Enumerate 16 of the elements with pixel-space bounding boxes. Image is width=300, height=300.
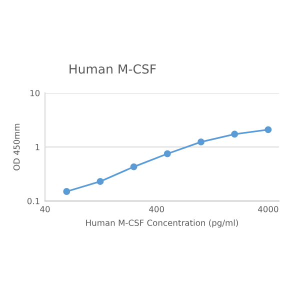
y-tick-label: 10 (30, 90, 40, 96)
point (198, 138, 204, 146)
point (164, 150, 171, 158)
point (63, 188, 70, 195)
y-tick-label: 0.1 (27, 198, 40, 204)
y-axis-title: OD 450mm (13, 124, 20, 170)
y-tick-label: 1 (36, 144, 40, 150)
chart-title: Human M-CSF (70, 64, 156, 74)
x-tick-label: 4000 (258, 206, 278, 212)
point (96, 178, 104, 185)
point (231, 130, 238, 138)
x-tick-label: 400 (149, 206, 164, 212)
x-tick-label: 40 (40, 206, 50, 212)
point (130, 163, 138, 170)
point (264, 126, 272, 134)
x-axis-title: Human M-CSF Concentration (pg/ml) (86, 219, 238, 228)
